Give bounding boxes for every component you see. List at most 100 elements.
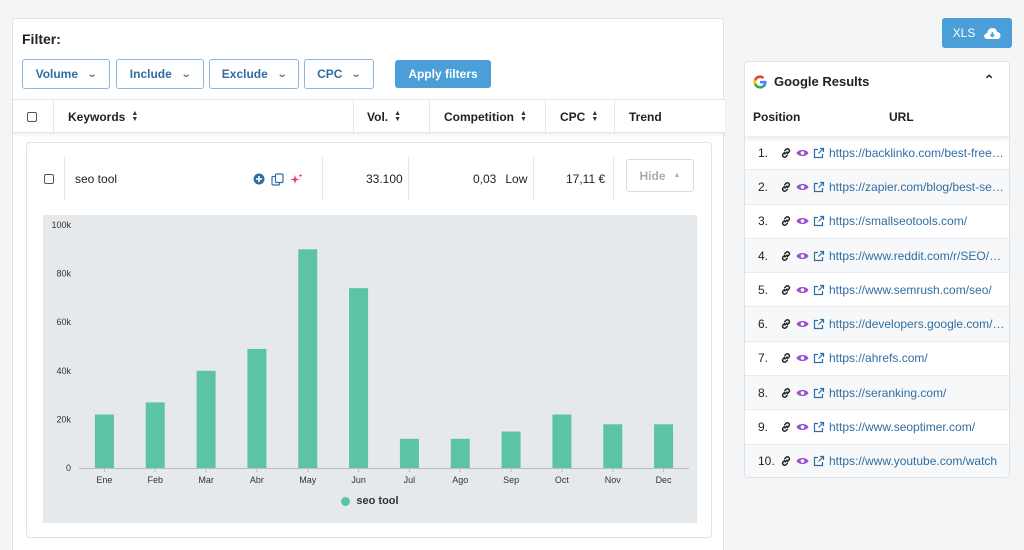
link-icon[interactable] <box>780 352 792 364</box>
chevron-down-icon: ⌄ <box>276 68 288 80</box>
filter-title: Filter: <box>22 31 61 47</box>
external-link-icon[interactable] <box>813 250 825 262</box>
link-icon[interactable] <box>780 455 792 467</box>
result-position: 10. <box>758 454 775 469</box>
include-filter-button[interactable]: Include ⌄ <box>116 59 204 89</box>
link-icon[interactable] <box>780 421 792 433</box>
trend-chart: 0 20k 40k 60k 80k 100k Ene Feb Mar Abr May Jun Jul Ag… <box>43 215 697 523</box>
bar-nov <box>603 424 623 468</box>
cpc-filter-button[interactable]: CPC ⌄ <box>304 59 374 89</box>
eye-icon[interactable] <box>796 251 809 261</box>
link-icon[interactable] <box>780 284 792 296</box>
result-position: 9. <box>758 420 769 435</box>
result-url-link[interactable]: https://www.semrush.com/seo/ <box>829 282 992 297</box>
col-competition[interactable]: Competition ▲ ▼ <box>444 100 527 134</box>
exclude-filter-button[interactable]: Exclude ⌄ <box>209 59 299 89</box>
volume-cell: 33.100 <box>366 143 403 215</box>
external-link-icon[interactable] <box>813 352 825 364</box>
eye-icon[interactable] <box>796 388 809 398</box>
trend-chart-svg: 0 20k 40k 60k 80k 100k Ene Feb Mar Abr May Jun Jul Ag… <box>51 220 689 485</box>
result-position: 8. <box>758 385 769 400</box>
eye-icon[interactable] <box>796 148 809 158</box>
x-tick-label: Jun <box>351 475 366 485</box>
eye-icon[interactable] <box>796 182 809 192</box>
legend-dot <box>341 496 351 506</box>
x-tick-label: Sep <box>503 475 519 485</box>
collapse-caret-icon[interactable]: ⌃ <box>983 72 995 88</box>
external-link-icon[interactable] <box>813 284 825 296</box>
xls-export-button[interactable]: XLS <box>942 18 1012 48</box>
external-link-icon[interactable] <box>813 318 825 330</box>
bar-jul <box>399 438 419 468</box>
apply-filters-button[interactable]: Apply filters <box>395 60 491 88</box>
col-volume[interactable]: Vol. ▲ ▼ <box>367 100 401 134</box>
list-item: 4. https://www.reddit.com/r/SEO/comments… <box>745 238 1009 274</box>
result-url-link[interactable]: https://zapier.com/blog/best-seo-tools/ <box>829 179 1005 194</box>
table-header: Keywords ▲ ▼ Vol. ▲ ▼ Competition ▲ ▼ CPC ▲… <box>13 99 725 134</box>
link-icon[interactable] <box>780 387 792 399</box>
link-icon[interactable] <box>780 181 792 193</box>
keyword-cell: seo tool <box>75 143 117 215</box>
col-keywords-label: Keywords <box>68 110 126 124</box>
keyword-text: seo tool <box>75 172 118 186</box>
google-results-header: Google Results ⌃ Position URL <box>745 62 1009 136</box>
eye-icon[interactable] <box>796 216 809 226</box>
result-url-link[interactable]: https://www.seoptimer.com/ <box>829 420 976 435</box>
list-item: 1. https://backlinko.com/best-free-seo-t… <box>745 136 1009 171</box>
result-position: 5. <box>758 282 769 297</box>
result-url-link[interactable]: https://www.youtube.com/watch <box>829 454 998 469</box>
eye-icon[interactable] <box>796 353 809 363</box>
competition-value: 0,03 <box>473 172 497 186</box>
link-icon[interactable] <box>780 147 792 159</box>
include-filter-label: Include <box>129 67 172 81</box>
chevron-down-icon: ⌄ <box>86 68 98 80</box>
col-competition-label: Competition <box>444 110 514 124</box>
external-link-icon[interactable] <box>813 387 825 399</box>
col-url: URL <box>889 110 914 124</box>
caret-up-icon: ▲ <box>673 172 681 179</box>
y-tick-label: 100k <box>51 220 71 230</box>
result-url-link[interactable]: https://www.reddit.com/r/SEO/comments/ <box>829 248 1005 263</box>
hide-trend-button[interactable]: Hide ▲ <box>626 159 694 192</box>
eye-icon[interactable] <box>796 422 809 432</box>
add-circle-icon[interactable] <box>253 173 265 185</box>
col-trend: Trend <box>629 100 662 134</box>
bar-oct <box>552 414 572 468</box>
link-icon[interactable] <box>780 318 792 330</box>
result-position: 3. <box>758 214 769 229</box>
external-link-icon[interactable] <box>813 455 825 467</box>
result-url-link[interactable]: https://ahrefs.com/ <box>829 351 928 366</box>
volume-filter-button[interactable]: Volume ⌄ <box>22 59 110 89</box>
external-link-icon[interactable] <box>813 421 825 433</box>
bar-sep <box>501 431 521 468</box>
result-url-link[interactable]: https://seranking.com/ <box>829 385 947 400</box>
eye-icon[interactable] <box>796 319 809 329</box>
result-url-link[interactable]: https://backlinko.com/best-free-seo-tool… <box>829 145 1005 160</box>
col-trend-label: Trend <box>629 110 662 124</box>
sparkle-icon[interactable] <box>290 173 303 186</box>
copy-icon[interactable] <box>271 172 284 186</box>
external-link-icon[interactable] <box>813 147 825 159</box>
link-icon[interactable] <box>780 215 792 227</box>
google-results-title-row: Google Results <box>753 74 869 89</box>
select-all-checkbox[interactable] <box>27 112 37 122</box>
result-url-link[interactable]: https://smallseotools.com/ <box>829 214 968 229</box>
eye-icon[interactable] <box>796 285 809 295</box>
result-url-link[interactable]: https://developers.google.com/search/doc… <box>829 317 1005 332</box>
row-select-cell <box>44 143 54 215</box>
bar-dec <box>654 424 674 468</box>
google-results-panel: Google Results ⌃ Position URL 1. https:/… <box>744 61 1010 478</box>
google-results-title: Google Results <box>774 74 870 89</box>
list-item: 7. https://ahrefs.com/ <box>745 342 1009 377</box>
col-cpc[interactable]: CPC ▲ ▼ <box>560 100 598 134</box>
row-checkbox[interactable] <box>44 174 54 184</box>
col-keywords[interactable]: Keywords ▲ ▼ <box>68 100 138 134</box>
x-tick-label: Ago <box>452 475 468 485</box>
link-icon[interactable] <box>780 250 792 262</box>
eye-icon[interactable] <box>796 456 809 466</box>
external-link-icon[interactable] <box>813 181 825 193</box>
chart-legend[interactable]: seo tool <box>43 495 697 507</box>
bar-jun <box>349 288 369 468</box>
external-link-icon[interactable] <box>813 215 825 227</box>
bar-abr <box>247 348 267 468</box>
